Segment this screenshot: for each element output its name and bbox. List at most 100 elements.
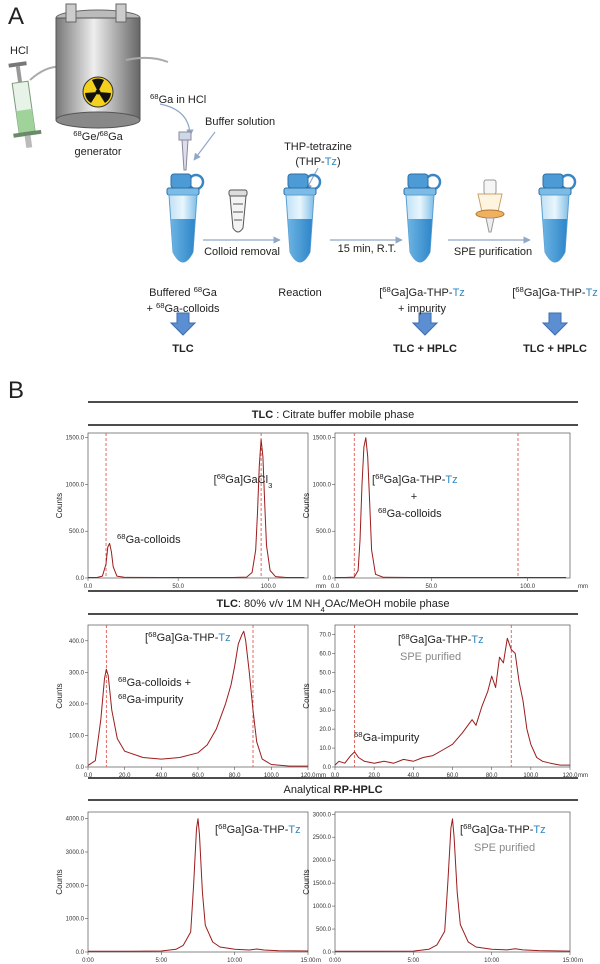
x-tick-label: 120.0 (562, 773, 578, 779)
text-part: [ (214, 474, 217, 486)
text-part: Ga-colloids (126, 534, 182, 546)
step-label: SPE purification (454, 246, 532, 258)
text-part: [ (145, 632, 148, 644)
trace (335, 818, 571, 952)
text-part: 68 (354, 730, 363, 739)
text-part: Ga]Ga-THP- (384, 474, 446, 486)
step-label: Buffer solution (205, 116, 275, 128)
x-tick-label: 0.0 (331, 584, 340, 590)
text-part: 68 (194, 285, 203, 294)
trace (334, 637, 570, 766)
x-tick-label: 60.0 (447, 773, 459, 779)
y-tick-label: 1000.0 (313, 482, 332, 488)
x-tick-label: 20.0 (368, 773, 380, 779)
y-tick-label: 10.0 (319, 746, 331, 752)
text-part: 68 (375, 472, 384, 481)
text-part: Tz (218, 632, 230, 644)
x-tick-label: 100.0 (520, 584, 536, 590)
text-part: [ (372, 474, 375, 486)
y-tick-label: 500.0 (316, 927, 332, 933)
y-tick-label: 1500.0 (313, 881, 332, 887)
annotation: [68Ga]Ga-THP-Tz (398, 632, 484, 647)
trace (88, 439, 305, 578)
product-label: + 68Ga-colloids (146, 301, 220, 316)
text-part: Ga]GaCl (225, 474, 268, 486)
x-unit: mm (316, 773, 326, 779)
text-part: Ga]Ga-THP- (524, 287, 586, 299)
x-tick-label: 100.0 (523, 773, 539, 779)
text-part: Tz (453, 287, 465, 299)
annotation: 68Ga-impurity (354, 730, 420, 745)
text-part: Ga-colloids + (127, 677, 192, 689)
y-tick-label: 0.0 (76, 576, 85, 582)
step-label: Colloid removal (204, 246, 280, 258)
text-part: Tz (586, 287, 598, 299)
generator-label: generator (74, 146, 121, 158)
x-tick-label: 0:00 (82, 958, 94, 964)
x-tick-label: 40.0 (407, 773, 419, 779)
text-part: Tz (533, 824, 545, 836)
y-tick-label: 100.0 (69, 733, 85, 739)
analysis-label: TLC + HPLC (393, 343, 457, 355)
y-tick-label: 3000.0 (313, 812, 332, 818)
x-tick-label: 100.0 (264, 773, 280, 779)
x-tick-label: 120.0 (300, 773, 316, 779)
y-tick-label: 0.0 (323, 765, 332, 771)
text-part: Ga-impurity (127, 694, 184, 706)
x-tick-label: 0:00 (329, 958, 341, 964)
analysis-label: TLC (172, 343, 193, 355)
text-part: Ga]Ga-THP- (227, 824, 289, 836)
text-part: + (146, 303, 155, 315)
text-part: 4 (320, 605, 325, 614)
text-part: 68 (515, 285, 524, 294)
section-title: TLC : Citrate buffer mobile phase (252, 409, 414, 421)
annotation: [68Ga]GaCl3 (214, 472, 273, 490)
text-part: Ga-impurity (363, 732, 420, 744)
y-tick-label: 1000.0 (66, 917, 85, 923)
y-tick-label: 4000.0 (66, 817, 85, 823)
plot-frame (87, 432, 309, 579)
x-unit: m (316, 958, 321, 964)
y-tick-label: 3000.0 (66, 850, 85, 856)
product-label: [68Ga]Ga-THP-Tz (379, 285, 465, 300)
x-tick-label: 50.0 (425, 584, 437, 590)
text-part: : 80% v/v 1M NH (238, 598, 321, 610)
text-part: Ga in HCl (159, 94, 207, 106)
section-title: TLC: 80% v/v 1M NH4OAc/MeOH mobile phase (217, 598, 450, 614)
x-tick-label: 15:00 (300, 958, 316, 964)
text-part: Ge/ (82, 131, 101, 143)
y-axis-label: Counts (302, 683, 311, 708)
plot-frame (87, 811, 309, 953)
y-tick-label: 60.0 (319, 651, 331, 657)
text-part: 68 (117, 532, 126, 541)
x-unit: mm (316, 584, 326, 590)
x-tick-label: 10:00 (484, 958, 500, 964)
y-tick-label: 1500.0 (66, 436, 85, 442)
annotation: SPE purified (474, 842, 535, 854)
annotation: [68Ga]Ga-THP-Tz (215, 822, 301, 837)
trace (335, 437, 567, 578)
text-part: [ (398, 634, 401, 646)
x-unit: m (578, 958, 583, 964)
y-tick-label: 500.0 (69, 529, 85, 535)
text-part: Ga]Ga-THP- (157, 632, 219, 644)
text-part: Ga (108, 131, 124, 143)
text-part: [ (379, 287, 382, 299)
y-tick-label: 200.0 (69, 702, 85, 708)
text-part: OAc/MeOH mobile phase (325, 598, 450, 610)
reagent-label: HCl (10, 45, 28, 57)
x-tick-label: 50.0 (172, 584, 184, 590)
y-tick-label: 300.0 (69, 670, 85, 676)
text-part: Ga]Ga-THP- (391, 287, 453, 299)
text-part: [ (460, 824, 463, 836)
panel-label: A (8, 3, 24, 30)
y-tick-label: 400.0 (69, 639, 85, 645)
plot-frame (334, 624, 571, 768)
text-part: Ga]Ga-THP- (472, 824, 534, 836)
text-part: Analytical (283, 784, 333, 796)
x-tick-label: 5:00 (155, 958, 167, 964)
trace (87, 630, 308, 767)
y-tick-label: 40.0 (319, 689, 331, 695)
text-part: Buffered (149, 287, 193, 299)
